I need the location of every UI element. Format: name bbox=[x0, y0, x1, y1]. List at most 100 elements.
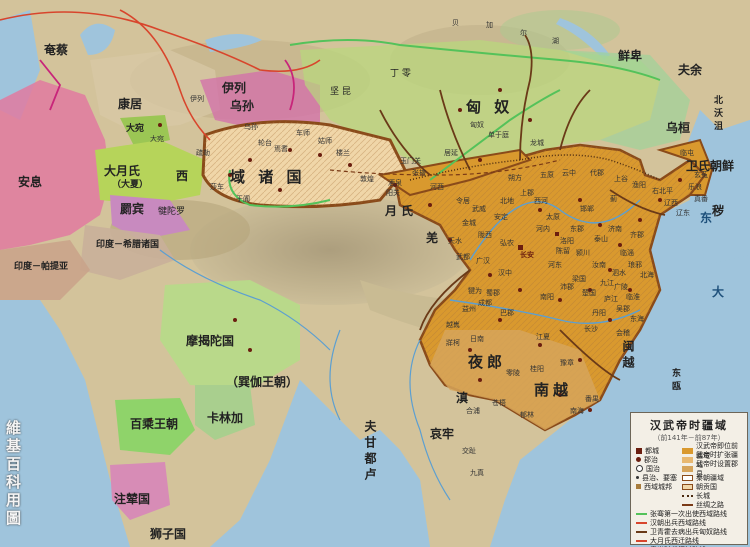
label-fu-gan-du-lu: 夫甘都卢 bbox=[363, 420, 377, 484]
route-brown-7 bbox=[559, 329, 621, 381]
label-kang-ju: 康居 bbox=[118, 97, 143, 111]
bay-of-bengal bbox=[210, 380, 430, 547]
region-magadha bbox=[160, 280, 300, 390]
place-label: 零陵 bbox=[506, 369, 520, 377]
place-label: 泰山 bbox=[594, 235, 608, 243]
place-label: 轮台 bbox=[258, 139, 272, 147]
label-da-yue-zhi: 大月氏 bbox=[104, 164, 141, 178]
place-label: 伊列 bbox=[190, 95, 204, 103]
legend-route: 张骞第一次出使西域路线 bbox=[650, 509, 727, 518]
region-da-yue-zhi bbox=[95, 140, 205, 205]
region-da-yuan bbox=[120, 115, 170, 148]
place-label: 琅邪 bbox=[628, 261, 642, 269]
route-green-2 bbox=[228, 169, 331, 208]
label-min-yue: 闽越 bbox=[621, 340, 635, 372]
label-shunga: （巽伽王朝） bbox=[226, 375, 299, 389]
label-an-xi: 安息 bbox=[18, 175, 43, 189]
legend-item: 武帝时设置郡县 bbox=[696, 459, 738, 478]
qin-swatch bbox=[682, 474, 693, 481]
place-label: 汝南 bbox=[592, 261, 606, 269]
place-label: 临屯 bbox=[680, 149, 694, 157]
place-label: 真番 bbox=[694, 195, 708, 203]
legend-route: 大月氏西迁路线 bbox=[650, 536, 699, 545]
label-fu-yu: 夫余 bbox=[678, 63, 703, 77]
legend-item: 秦朝疆域 bbox=[696, 473, 724, 482]
north-edge-label: 加 bbox=[486, 21, 493, 29]
place-label: 会稽 bbox=[616, 329, 630, 337]
place-label: 云中 bbox=[562, 169, 576, 177]
county-icon bbox=[636, 476, 639, 479]
place-label: 武都 bbox=[456, 253, 470, 261]
route-green-icon bbox=[636, 512, 647, 515]
legend-route: 卫青霍去病出兵匈奴路线 bbox=[650, 527, 727, 536]
place-label: 益州 bbox=[462, 305, 476, 313]
yangtze-river bbox=[449, 299, 641, 324]
place-label: 张掖 bbox=[412, 169, 426, 177]
label-yi-mo: 秽 bbox=[712, 204, 725, 218]
route-green-3 bbox=[429, 89, 561, 181]
label-shi-zi: 狮子国 bbox=[150, 527, 187, 541]
label-western-regions: 域 诸 国 bbox=[230, 168, 306, 186]
place-label: 楼兰 bbox=[336, 149, 350, 157]
place-label: 郁林 bbox=[520, 411, 534, 419]
place-label: 长沙 bbox=[584, 325, 598, 333]
yellow-river bbox=[469, 199, 641, 261]
place-label: 酒泉 bbox=[388, 179, 402, 187]
place-label: 交趾 bbox=[462, 447, 476, 455]
place-label: 苍梧 bbox=[492, 399, 506, 407]
place-label: 居延 bbox=[444, 149, 458, 157]
region-chaoxian bbox=[656, 138, 714, 196]
place-label: 河东 bbox=[548, 261, 562, 269]
legend-route: 霍光时代征讨路线 bbox=[650, 545, 706, 547]
route-red-2 bbox=[119, 9, 211, 141]
place-label: 齐郡 bbox=[630, 231, 644, 239]
legend-item: 丝绸之路 bbox=[696, 500, 724, 509]
place-label: 龙城 bbox=[530, 139, 544, 147]
place-label: 东海 bbox=[630, 315, 644, 323]
label-dian: 滇 bbox=[456, 391, 469, 405]
place-label: 乐浪 bbox=[688, 183, 702, 191]
label-ding-ling: 丁 零 bbox=[390, 69, 411, 79]
label-da-xia: （大夏） bbox=[112, 180, 149, 190]
place-label: 阳关 bbox=[386, 189, 400, 197]
place-label: 蜀郡 bbox=[486, 289, 500, 297]
place-label: 车师 bbox=[296, 129, 310, 137]
label-xian-bei: 鲜卑 bbox=[618, 49, 643, 63]
route-brown-6 bbox=[419, 269, 471, 331]
route-brown-3 bbox=[379, 109, 431, 176]
label-zhu-nian: 注辇国 bbox=[114, 492, 151, 506]
place-label: 南海 bbox=[570, 407, 584, 415]
place-label: 疏勒 bbox=[196, 149, 210, 157]
place-label: 河内 bbox=[536, 225, 550, 233]
place-label: 东郡 bbox=[570, 225, 584, 233]
place-label: 莎车 bbox=[210, 183, 224, 191]
legend-item: 县治、要塞 bbox=[642, 473, 677, 482]
region-ji-bin bbox=[110, 195, 190, 240]
region-indo-parthian bbox=[0, 240, 90, 300]
place-label: 日南 bbox=[470, 335, 484, 343]
legend-item: 都城 bbox=[645, 446, 659, 455]
place-label: 陈留 bbox=[556, 247, 570, 255]
label-bei-wo-ju: 北沃沮 bbox=[712, 95, 722, 134]
place-label: 广汉 bbox=[476, 257, 490, 265]
place-label: 丹阳 bbox=[592, 309, 606, 317]
route-green-1 bbox=[289, 39, 661, 81]
commandery-icon bbox=[636, 457, 641, 462]
place-label: 牂柯 bbox=[446, 339, 460, 347]
legend-item: 长城 bbox=[696, 491, 710, 500]
capital-icon bbox=[636, 447, 642, 454]
silk-road-icon bbox=[682, 503, 693, 506]
place-label: 匈奴 bbox=[470, 121, 484, 129]
label-xi: 西 bbox=[176, 169, 189, 183]
new-commandery-swatch bbox=[682, 465, 693, 472]
place-label: 敦煌 bbox=[360, 175, 374, 183]
place-label: 太原 bbox=[546, 213, 560, 221]
place-label: 长安 bbox=[520, 251, 534, 259]
region-wu-sun bbox=[200, 70, 320, 130]
legend-item: 汉武帝即位前疆域 bbox=[696, 441, 738, 460]
label-yue-shi: 月 氏 bbox=[385, 204, 414, 218]
place-label: 洛阳 bbox=[560, 237, 574, 245]
legend-subtitle: （前141年－前87年） bbox=[653, 434, 725, 442]
label-an-cai: 奄蔡 bbox=[44, 43, 69, 57]
place-label: 乌孙 bbox=[244, 123, 258, 131]
